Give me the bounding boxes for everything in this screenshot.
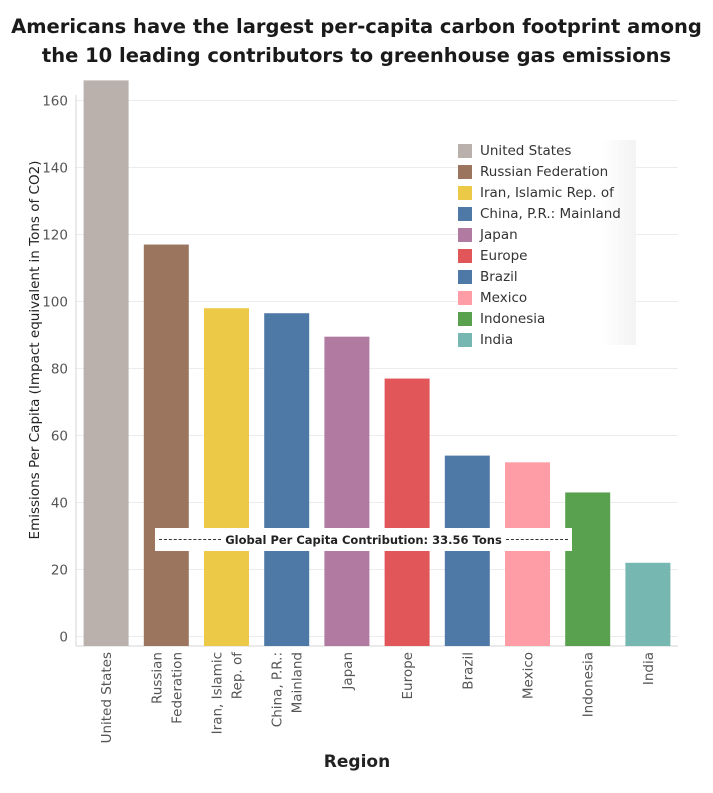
legend-swatch [458,206,472,221]
x-tick-label: Mexico [521,652,537,699]
x-tick-label: Indonesia [581,652,597,717]
bar [625,562,671,646]
legend-swatch [458,290,472,305]
y-tick-label: 40 [51,496,68,512]
x-tick-label-line: Russian [149,652,165,704]
legend-label: Mexico [480,289,528,306]
legend-label: Iran, Islamic Rep. of [480,184,614,201]
legend-label: Indonesia [480,310,546,327]
y-tick-label: 20 [51,563,68,579]
bar [264,313,310,646]
x-tick-label-line: Europe [400,652,416,699]
x-axis-title: Region [323,752,391,772]
legend: United States Russian Federation Iran, Isl… [458,140,636,348]
legend-swatch [458,227,472,242]
legend-item: Indonesia [458,308,636,329]
chart-title: Americans have the largest per-capita ca… [0,12,713,70]
legend-item: Russian Federation [458,161,636,182]
x-tick-label: Europe [400,652,416,699]
x-tick-label: Russian Federation [149,652,185,724]
x-axis-ticks: United States Russian Federation Iran, Isla… [99,651,657,744]
bar [565,492,611,646]
legend-label: India [480,331,514,348]
x-tick-label-line: Mexico [521,652,537,699]
y-axis-title: Emissions Per Capita (Impact equivalent … [27,160,43,540]
legend-swatch [458,311,472,326]
legend-item: Europe [458,245,636,266]
reference-line-text: Global Per Capita Contribution: 33.56 To… [225,532,502,547]
x-tick-label: Brazil [460,652,476,690]
y-tick-label: 60 [51,429,68,445]
y-tick-label: 0 [59,630,68,646]
bar [505,462,550,646]
legend-swatch [458,143,472,158]
x-tick-label-line: India [641,652,657,685]
x-tick-label: India [641,652,657,685]
x-tick-label: China, P.R.: Mainland [270,652,306,727]
legend-item: Mexico [458,287,636,308]
y-tick-label: 100 [42,295,68,311]
y-tick-label: 160 [42,94,68,110]
x-tick-label-line: Indonesia [581,652,597,717]
legend-item: Iran, Islamic Rep. of [458,182,636,203]
legend-item: United States [458,140,636,161]
x-tick-label-line: Mainland [290,652,306,713]
y-axis-ticks: 0 20 40 60 80 100 120 140 160 [42,94,68,646]
bar [143,244,189,647]
chart-title-line-1: Americans have the largest per-capita ca… [11,15,702,38]
x-tick-label-line: Brazil [460,652,476,690]
legend-label: Russian Federation [480,163,609,180]
legend-swatch [458,185,472,200]
x-tick-label: Japan [340,652,356,691]
y-tick-label: 120 [42,228,68,244]
chart-title-line-2: the 10 leading contributors to greenhous… [41,44,672,67]
legend-swatch [458,248,472,263]
y-tick-label: 80 [51,362,68,378]
x-tick-label-line: United States [99,652,115,743]
bar [324,336,370,646]
bars [83,80,671,647]
legend-label: Brazil [480,268,518,285]
reference-dash-right [505,539,569,540]
bar [204,308,249,646]
x-tick-label-line: Iran, Islamic [210,652,226,734]
x-tick-label: Iran, Islamic Rep. of [210,651,246,735]
legend-item: Brazil [458,266,636,287]
x-tick-label-line: Rep. of [230,651,246,699]
bar [384,378,430,646]
reference-dash-left [159,539,222,540]
x-tick-label: United States [99,652,115,743]
legend-item: Japan [458,224,636,245]
legend-item: India [458,329,636,350]
x-tick-label-line: Federation [169,652,185,724]
legend-item: China, P.R.: Mainland [458,203,636,224]
legend-swatch [458,164,472,179]
x-tick-label-line: China, P.R.: [270,652,286,727]
legend-label: China, P.R.: Mainland [480,205,621,222]
x-tick-label-line: Japan [340,652,356,691]
legend-label: Europe [480,247,528,264]
legend-swatch [458,269,472,284]
legend-swatch [458,332,472,347]
bar [83,80,129,646]
y-tick-label: 140 [42,161,68,177]
legend-label: Japan [480,226,518,243]
reference-line-label: Global Per Capita Contribution: 33.56 To… [155,528,572,551]
legend-label: United States [480,142,572,159]
